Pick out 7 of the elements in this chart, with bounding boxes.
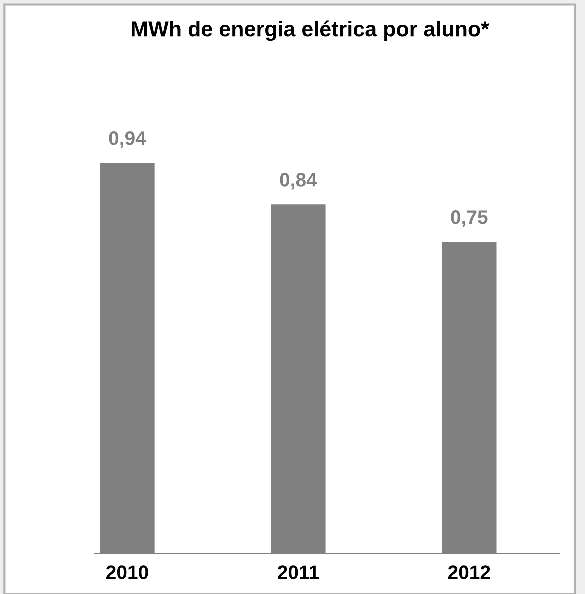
chart-title: MWh de energia elétrica por aluno* <box>132 20 490 42</box>
x-tick-label: 2011 <box>278 566 319 580</box>
data-label: 0,75 <box>451 210 488 228</box>
x-tick-label: 2010 <box>106 566 148 580</box>
data-label: 0,84 <box>280 173 318 190</box>
data-label: 0,94 <box>109 132 146 148</box>
x-tick-label: 2012 <box>448 566 490 580</box>
